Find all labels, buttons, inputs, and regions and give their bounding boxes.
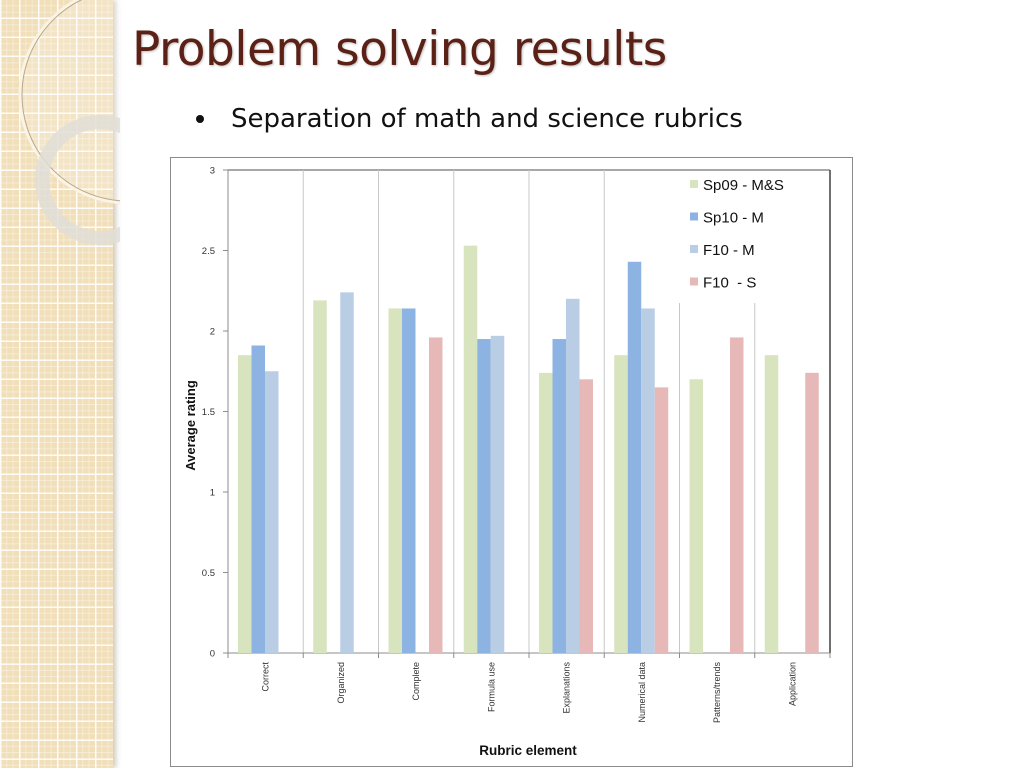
bar — [463, 245, 478, 654]
bar — [627, 261, 642, 653]
legend-swatch — [690, 277, 698, 286]
legend-swatch — [690, 212, 698, 221]
bar — [313, 300, 327, 653]
bar — [402, 308, 416, 653]
legend-swatch — [690, 245, 698, 253]
x-category-label: Correct — [261, 662, 271, 692]
bar — [764, 355, 779, 653]
bar — [477, 339, 491, 653]
bar — [251, 345, 265, 653]
y-tick-label: 1.5 — [202, 407, 215, 418]
y-tick-label: 3 — [210, 166, 215, 177]
y-tick-label: 1 — [210, 488, 215, 499]
legend-label: Sp09 - M&S — [703, 177, 784, 194]
bar — [238, 355, 252, 653]
y-axis-title: Average rating — [183, 380, 198, 471]
bar — [490, 335, 505, 653]
y-tick-label: 2 — [210, 327, 215, 338]
bar — [689, 379, 703, 653]
bar — [265, 371, 279, 653]
bullet-icon — [196, 115, 204, 123]
y-tick-label: 0.5 — [202, 568, 215, 579]
bar — [641, 308, 655, 653]
bullet-text: Separation of math and science rubrics — [231, 104, 743, 134]
x-category-label: Explanations — [562, 662, 572, 714]
bar — [429, 337, 443, 653]
legend-label: Sp10 - M — [703, 210, 764, 227]
legend-swatch — [690, 180, 698, 188]
bullet-item: Separation of math and science rubrics — [196, 104, 743, 134]
x-category-label: Numerical data — [637, 662, 647, 723]
bar — [388, 308, 402, 653]
y-tick-label: 2.5 — [202, 246, 215, 257]
x-category-label: Application — [787, 662, 797, 706]
legend-label: F10 - M — [703, 242, 755, 259]
chart-frame: 0 0.5 1 1.5 2 2.5 3 Correct Organized Complete For… — [170, 157, 853, 767]
legend-background — [679, 172, 827, 300]
bar — [654, 387, 669, 653]
bar — [552, 339, 566, 653]
bar — [730, 337, 744, 653]
slide-title: Problem solving results — [132, 22, 667, 77]
bar — [614, 355, 628, 653]
bar-chart: 0 0.5 1 1.5 2 2.5 3 Correct Organized Complete For… — [183, 166, 831, 758]
legend-label: F10 - S — [703, 275, 756, 292]
bar — [340, 292, 354, 653]
x-axis-title: Rubric element — [479, 743, 577, 758]
bar — [579, 379, 593, 653]
bar — [539, 372, 553, 653]
bar — [566, 298, 580, 653]
x-category-label: Organized — [336, 662, 346, 704]
y-tick-label: 0 — [210, 649, 215, 660]
bar — [805, 372, 819, 653]
x-category-label: Complete — [411, 662, 421, 701]
x-category-label: Formula use — [486, 662, 496, 712]
decorative-side-band — [0, 0, 113, 768]
x-category-label: Patterns/trends — [712, 662, 722, 724]
